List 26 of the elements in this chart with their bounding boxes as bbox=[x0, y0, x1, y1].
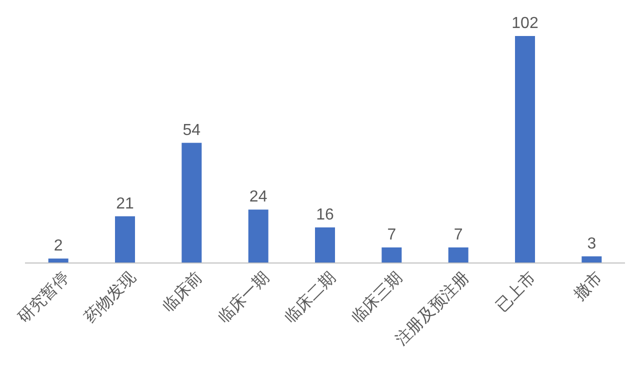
x-tick-label: 临床三期 bbox=[348, 268, 406, 326]
bar bbox=[48, 258, 68, 263]
bar bbox=[182, 142, 202, 263]
data-label: 7 bbox=[387, 226, 396, 244]
data-label: 54 bbox=[182, 122, 201, 139]
data-label: 102 bbox=[512, 15, 538, 32]
x-tick-label: 已上市 bbox=[492, 268, 540, 316]
x-tick-label: 撤市 bbox=[570, 268, 606, 304]
bar bbox=[248, 210, 268, 263]
bar bbox=[315, 227, 335, 263]
x-tick-label: 临床一期 bbox=[214, 268, 273, 326]
data-label: 16 bbox=[316, 206, 334, 224]
bar bbox=[582, 256, 602, 263]
x-tick-label: 研究暂停 bbox=[14, 268, 73, 326]
data-label: 3 bbox=[587, 235, 596, 252]
bar bbox=[115, 216, 135, 263]
data-label: 2 bbox=[54, 238, 63, 255]
bar bbox=[515, 36, 535, 263]
bar bbox=[382, 247, 402, 263]
bar bbox=[448, 247, 468, 263]
x-tick-label: 药物发现 bbox=[81, 268, 140, 326]
data-label: 7 bbox=[454, 226, 463, 244]
data-label: 24 bbox=[249, 188, 268, 206]
x-tick-label: 临床二期 bbox=[281, 268, 340, 326]
x-tick-label: 临床前 bbox=[159, 268, 206, 316]
data-label: 21 bbox=[116, 195, 134, 212]
